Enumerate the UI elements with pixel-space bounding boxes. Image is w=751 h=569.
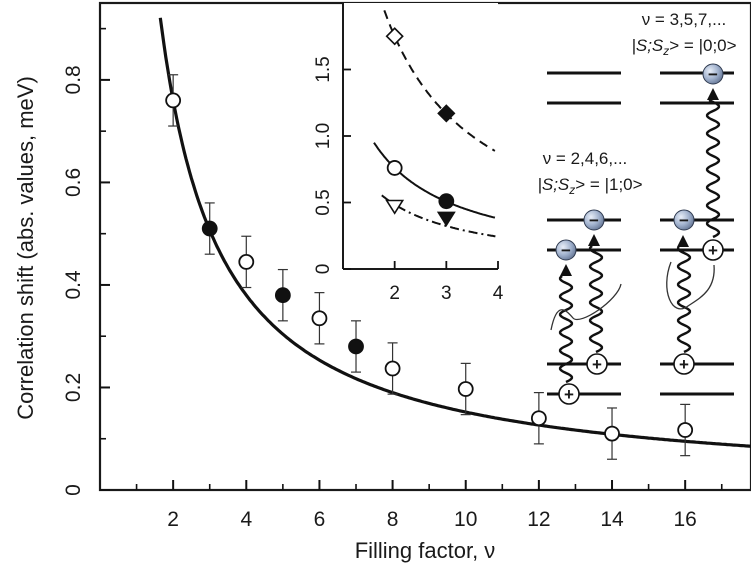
inset-background — [343, 3, 498, 269]
hole: + — [558, 383, 580, 405]
open-circle-point — [386, 160, 403, 176]
inset-data-points — [385, 27, 456, 227]
left-config-label-line2: |S;Sz> = |1;0> — [537, 175, 642, 197]
inset-y-tick-label: 1.0 — [313, 123, 334, 149]
right-energy-levels — [660, 71, 734, 396]
inset-x-tick-label: 4 — [493, 283, 504, 304]
inset-x-tick-label: 2 — [389, 283, 400, 304]
arrow-head — [707, 88, 719, 100]
open-circle-point — [311, 310, 328, 327]
open-circle-point — [384, 360, 401, 377]
electron: − — [673, 209, 695, 231]
x-tick-label: 12 — [527, 508, 550, 531]
main-fit-curve — [158, 17, 751, 448]
wavy-arrow — [705, 98, 721, 239]
filled-circle-point — [274, 287, 291, 304]
hole-sign: + — [592, 355, 602, 374]
inset-x-axis: 2 3 4 — [389, 261, 504, 304]
x-tick-label: 14 — [600, 508, 624, 531]
inset-y-tick-label: 0 — [313, 264, 334, 275]
hole-sign: + — [564, 385, 574, 404]
y-tick-label: 0.4 — [62, 270, 85, 300]
filled-triangle-down-point — [436, 211, 456, 227]
hole-sign: + — [679, 355, 689, 374]
electron: − — [583, 209, 605, 231]
x-tick-label: 2 — [167, 508, 179, 531]
electron-sign: − — [589, 211, 599, 230]
open-circle-point — [238, 253, 255, 270]
electron-sign: − — [708, 65, 718, 84]
open-circle-point — [677, 422, 694, 438]
hole-sign: + — [708, 241, 718, 260]
inset-x-tick-label: 3 — [441, 283, 452, 304]
main-plot: 0 0.2 0.4 0.6 0.8 2 4 6 8 10 12 14 16 Filling facto… — [13, 1, 751, 563]
electron: − — [555, 239, 577, 261]
y-axis-title: Correlation shift (abs. values, meV) — [13, 76, 38, 420]
left-config-label-line1: ν = 2,4,6,... — [543, 149, 628, 168]
particles: −− −−++ ++ — [555, 63, 724, 405]
open-triangle-down-point — [385, 199, 405, 215]
x-tick-label: 8 — [387, 508, 399, 531]
inset-y-tick-label: 1.5 — [313, 56, 334, 82]
inset-y-tick-label: 0.5 — [313, 189, 334, 215]
arrow-head — [588, 234, 600, 246]
y-tick-label: 0 — [62, 484, 85, 496]
filled-circle-point — [438, 193, 455, 210]
transition-wavy-arrows — [558, 88, 721, 384]
electron: − — [702, 63, 724, 85]
y-tick-label: 0.2 — [62, 373, 85, 402]
right-config-label-line1: ν = 3,5,7,... — [642, 10, 727, 29]
wavy-arrow — [558, 275, 574, 384]
open-circle-point — [530, 410, 547, 427]
main-y-axis: 0 0.2 0.4 0.6 0.8 — [62, 27, 110, 496]
hole: + — [586, 353, 608, 375]
x-tick-label: 4 — [240, 508, 252, 531]
energy-level-diagram: ν = 3,5,7,... |S;Sz> = |0;0> ν = 2,4,6,.… — [537, 10, 737, 405]
filled-circle-point — [348, 338, 364, 355]
hole: + — [673, 353, 695, 375]
x-tick-label: 6 — [314, 508, 326, 531]
open-circle-point — [457, 381, 474, 397]
wavy-arrow — [588, 245, 604, 354]
x-tick-label: 16 — [673, 508, 696, 531]
electron-sign: − — [679, 211, 689, 230]
inset-y-axis: 0 0.5 1.0 1.5 — [313, 56, 351, 274]
open-diamond-point — [385, 27, 404, 46]
hole: + — [702, 239, 724, 261]
inset-dash-dot-curve — [381, 194, 496, 238]
filled-circle-point — [201, 220, 218, 237]
right-config-label-line2: |S;Sz> = |0;0> — [631, 36, 736, 58]
wavy-arrow — [676, 246, 692, 354]
open-circle-point — [604, 425, 620, 442]
filled-diamond-point — [437, 104, 456, 123]
x-tick-label: 10 — [454, 508, 477, 531]
y-tick-label: 0.8 — [62, 65, 85, 94]
inset-dashed-curve — [383, 10, 496, 152]
exchange-loops — [550, 261, 715, 331]
main-x-axis: 2 4 6 8 10 12 14 16 — [135, 480, 723, 531]
y-tick-label: 0.6 — [62, 168, 85, 197]
x-axis-title: Filling factor, ν — [355, 538, 496, 563]
left-energy-levels — [547, 71, 621, 396]
arrow-head — [560, 264, 572, 276]
electron-sign: − — [561, 241, 571, 260]
open-circle-point — [165, 92, 182, 109]
arrow-head — [677, 235, 689, 247]
main-data-points — [165, 74, 694, 460]
inset-plot: 0 0.5 1.0 1.5 2 3 4 — [313, 3, 504, 304]
